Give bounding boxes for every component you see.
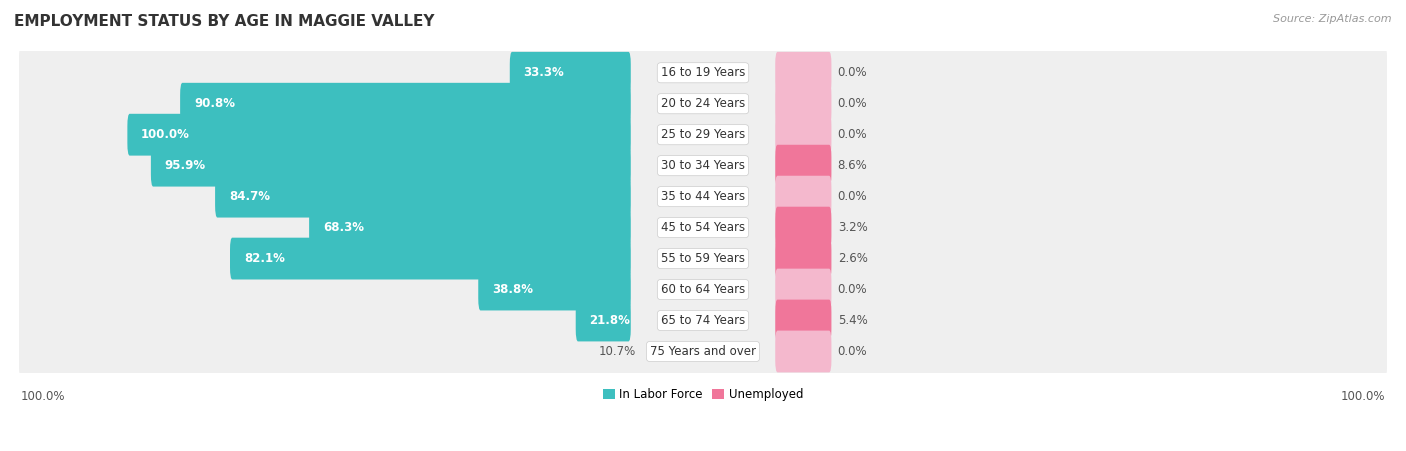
FancyBboxPatch shape (20, 48, 1386, 97)
Text: 82.1%: 82.1% (243, 252, 284, 265)
Text: 2.6%: 2.6% (838, 252, 868, 265)
FancyBboxPatch shape (20, 296, 1386, 345)
Text: 5.4%: 5.4% (838, 314, 868, 327)
FancyBboxPatch shape (20, 110, 1386, 160)
Text: 65 to 74 Years: 65 to 74 Years (661, 314, 745, 327)
FancyBboxPatch shape (20, 234, 1386, 283)
Text: 21.8%: 21.8% (589, 314, 630, 327)
Text: 45 to 54 Years: 45 to 54 Years (661, 221, 745, 234)
Text: 75 Years and over: 75 Years and over (650, 345, 756, 358)
Text: 8.6%: 8.6% (838, 159, 868, 172)
Text: 68.3%: 68.3% (323, 221, 364, 234)
Text: 0.0%: 0.0% (838, 283, 868, 296)
FancyBboxPatch shape (215, 176, 631, 217)
Text: 0.0%: 0.0% (838, 128, 868, 141)
Text: 0.0%: 0.0% (838, 190, 868, 203)
Text: EMPLOYMENT STATUS BY AGE IN MAGGIE VALLEY: EMPLOYMENT STATUS BY AGE IN MAGGIE VALLE… (14, 14, 434, 28)
FancyBboxPatch shape (128, 114, 631, 156)
FancyBboxPatch shape (20, 265, 1386, 314)
Text: 16 to 19 Years: 16 to 19 Years (661, 66, 745, 79)
Text: 0.0%: 0.0% (838, 345, 868, 358)
FancyBboxPatch shape (478, 269, 631, 310)
Text: 90.8%: 90.8% (194, 97, 235, 110)
Legend: In Labor Force, Unemployed: In Labor Force, Unemployed (598, 383, 808, 406)
Text: 0.0%: 0.0% (838, 66, 868, 79)
Text: 100.0%: 100.0% (21, 390, 65, 403)
Text: 60 to 64 Years: 60 to 64 Years (661, 283, 745, 296)
FancyBboxPatch shape (231, 238, 631, 280)
Text: 33.3%: 33.3% (523, 66, 564, 79)
Text: 38.8%: 38.8% (492, 283, 533, 296)
Text: 55 to 59 Years: 55 to 59 Years (661, 252, 745, 265)
Text: 100.0%: 100.0% (1341, 390, 1385, 403)
FancyBboxPatch shape (775, 299, 831, 341)
Text: 95.9%: 95.9% (165, 159, 205, 172)
Text: 35 to 44 Years: 35 to 44 Years (661, 190, 745, 203)
FancyBboxPatch shape (180, 83, 631, 124)
FancyBboxPatch shape (775, 145, 831, 187)
FancyBboxPatch shape (775, 83, 831, 124)
FancyBboxPatch shape (775, 114, 831, 156)
Text: 25 to 29 Years: 25 to 29 Years (661, 128, 745, 141)
Text: Source: ZipAtlas.com: Source: ZipAtlas.com (1274, 14, 1392, 23)
FancyBboxPatch shape (20, 203, 1386, 253)
FancyBboxPatch shape (575, 299, 631, 341)
FancyBboxPatch shape (510, 52, 631, 94)
FancyBboxPatch shape (775, 331, 831, 373)
FancyBboxPatch shape (309, 207, 631, 249)
Text: 0.0%: 0.0% (838, 97, 868, 110)
FancyBboxPatch shape (775, 238, 831, 280)
Text: 20 to 24 Years: 20 to 24 Years (661, 97, 745, 110)
FancyBboxPatch shape (20, 79, 1386, 129)
FancyBboxPatch shape (775, 207, 831, 249)
Text: 84.7%: 84.7% (229, 190, 270, 203)
Text: 30 to 34 Years: 30 to 34 Years (661, 159, 745, 172)
FancyBboxPatch shape (775, 52, 831, 94)
FancyBboxPatch shape (20, 327, 1386, 376)
Text: 10.7%: 10.7% (599, 345, 636, 358)
Text: 100.0%: 100.0% (141, 128, 190, 141)
Text: 3.2%: 3.2% (838, 221, 868, 234)
FancyBboxPatch shape (20, 141, 1386, 190)
FancyBboxPatch shape (775, 269, 831, 310)
FancyBboxPatch shape (20, 172, 1386, 221)
FancyBboxPatch shape (150, 145, 631, 187)
FancyBboxPatch shape (775, 176, 831, 217)
